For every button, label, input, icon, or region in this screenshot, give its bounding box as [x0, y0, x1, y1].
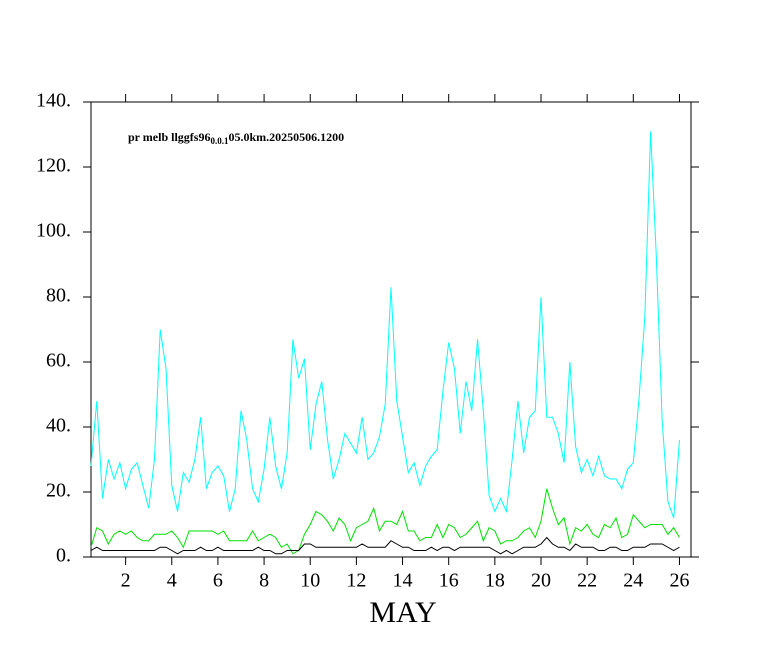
- plot-frame: [90, 101, 692, 558]
- series-line: [90, 536, 680, 555]
- y-tick-label: 20.: [46, 480, 71, 502]
- series-line: [90, 488, 680, 555]
- y-tick-label: 120.: [36, 155, 71, 177]
- y-tick-label: 40.: [46, 415, 71, 437]
- x-tick-label: 10: [300, 570, 320, 592]
- y-tick-label: 140.: [36, 90, 71, 112]
- y-tick-label: 80.: [46, 285, 71, 307]
- x-tick-label: 24: [623, 570, 643, 592]
- annotation-part: 05.0km.20250506.1200: [228, 130, 344, 144]
- x-axis-label: MAY: [369, 596, 436, 629]
- x-tick-label: 18: [485, 570, 505, 592]
- x-tick-label: 8: [259, 570, 269, 592]
- y-tick-label: 100.: [36, 220, 71, 242]
- x-tick-label: 22: [577, 570, 597, 592]
- x-tick-label: 20: [531, 570, 551, 592]
- series-line: [90, 131, 680, 519]
- x-tick-label: 2: [121, 570, 131, 592]
- x-tick-label: 16: [439, 570, 459, 592]
- x-tick-label: 12: [346, 570, 366, 592]
- x-tick-label: 14: [393, 570, 413, 592]
- x-tick-label: 4: [167, 570, 177, 592]
- y-tick-label: 0.: [56, 545, 71, 567]
- annotation-part: pr melb llggfs96: [128, 130, 210, 144]
- annotation: pr melb llggfs960.0.105.0km.20250506.120…: [128, 130, 344, 146]
- y-tick-label: 60.: [46, 350, 71, 372]
- annotation-subscript: 0.0.1: [210, 136, 229, 146]
- x-tick-label: 26: [669, 570, 689, 592]
- x-tick-label: 6: [213, 570, 223, 592]
